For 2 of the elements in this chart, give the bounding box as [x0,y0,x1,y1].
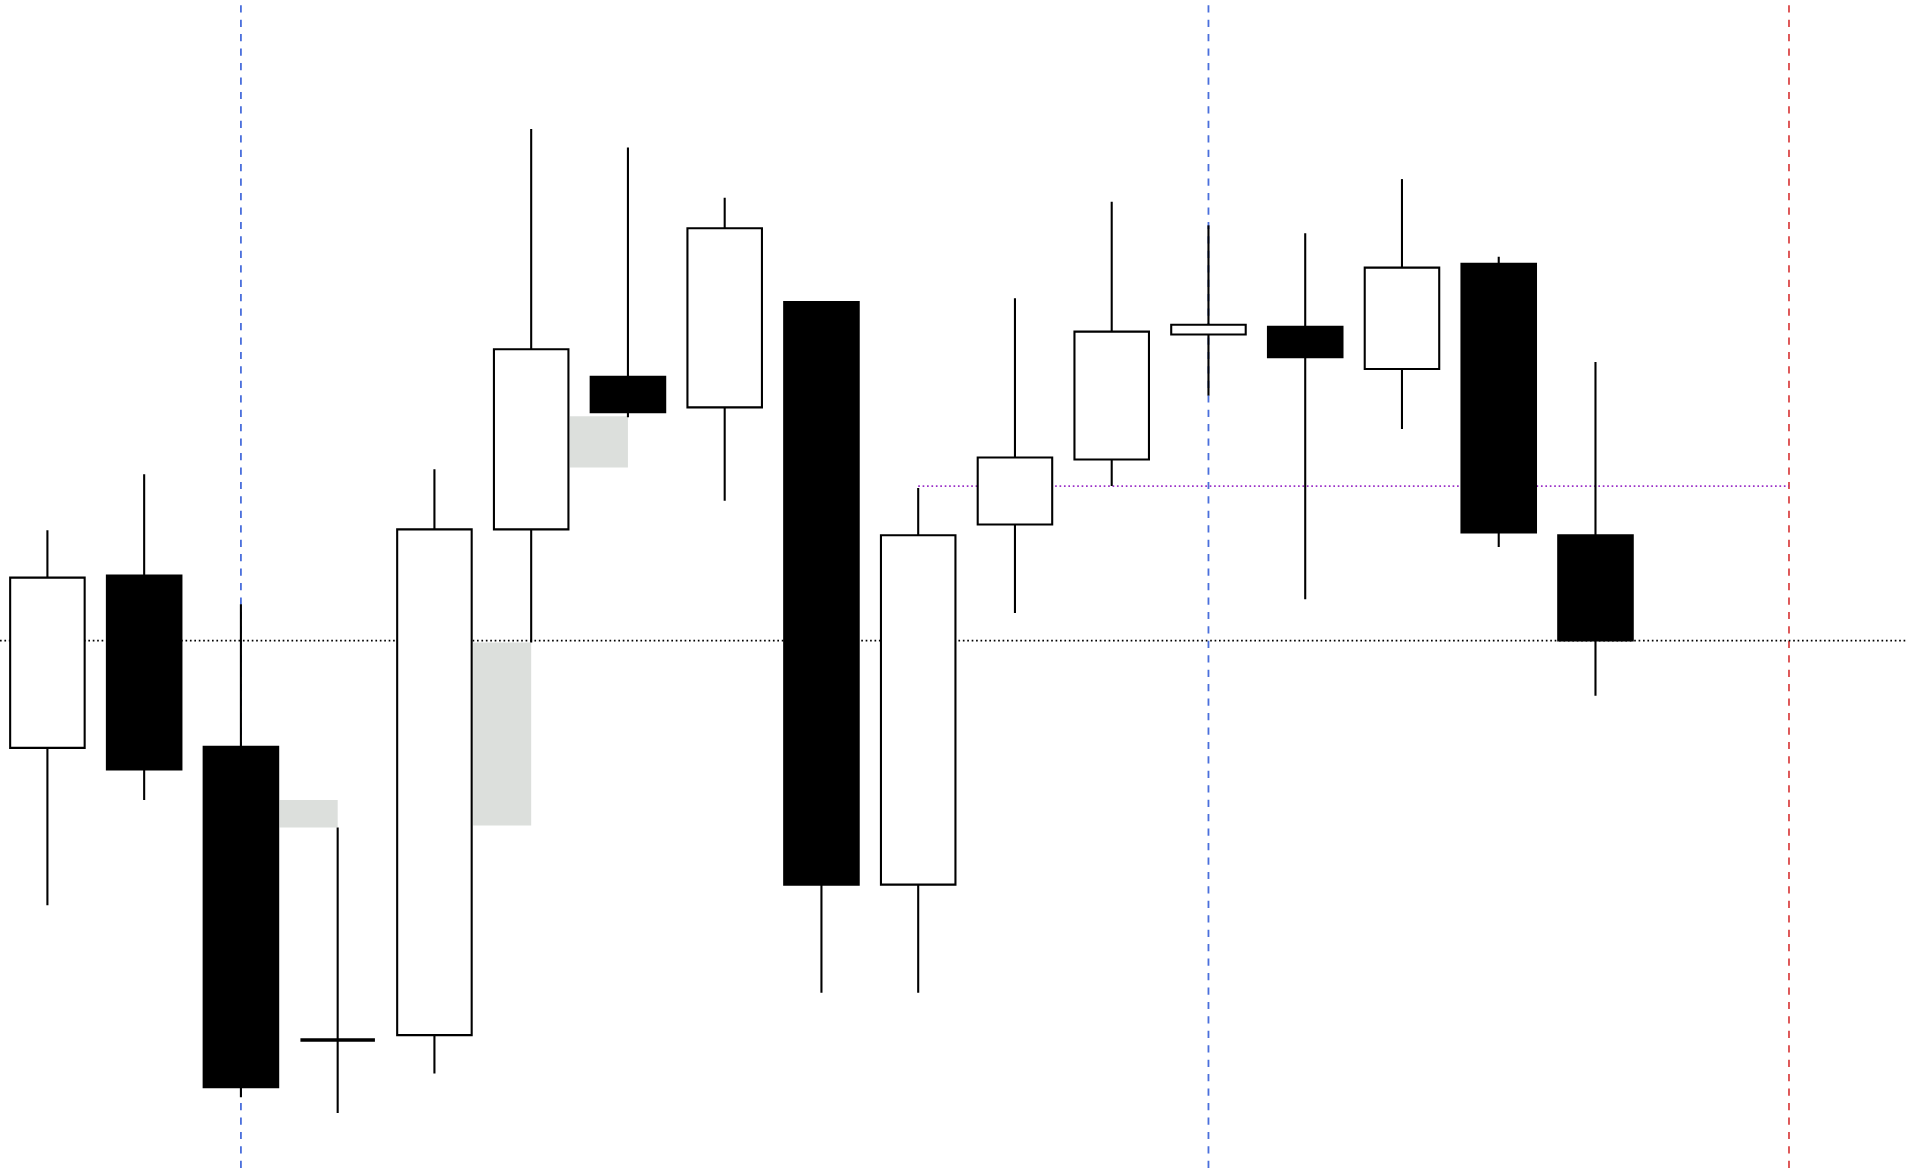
candlestick [1266,232,1344,601]
candlestick [1170,224,1247,397]
